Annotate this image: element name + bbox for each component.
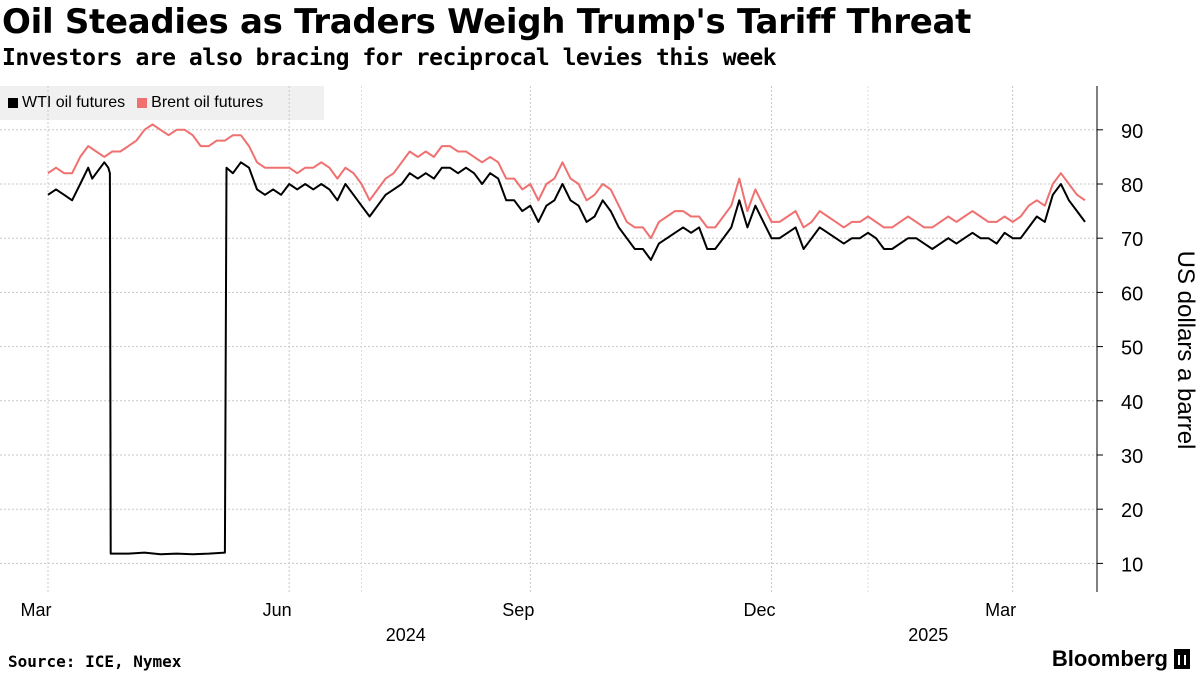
chart-title: Oil Steadies as Traders Weigh Trump's Ta… [2, 2, 972, 42]
y-axis-label: US dollars a barrel [1172, 251, 1199, 450]
legend-label-brent: Brent oil futures [151, 94, 264, 111]
y-tick-label: 70 [1121, 229, 1143, 251]
x-tick-label: Mar [985, 600, 1016, 620]
legend-item-brent: Brent oil futures [137, 94, 263, 112]
source-note: Source: ICE, Nymex [8, 652, 182, 671]
brand-name: Bloomberg [1051, 646, 1168, 671]
y-tick-label: 60 [1121, 283, 1143, 305]
y-tick-label: 90 [1121, 121, 1143, 143]
x-tick-label: Jun [263, 600, 292, 620]
y-tick-label: 20 [1121, 500, 1143, 522]
x-year-label: 2024 [386, 625, 426, 645]
axis-layer: 10 20 30 40 50 60 70 80 90 Mar Jun Sep Dec Mar 2024 202… [21, 86, 1143, 645]
series-line-wti [47, 161, 1086, 556]
x-tick-label: Dec [743, 600, 775, 620]
x-tick-label: Mar [21, 600, 52, 620]
bloomberg-icon [1174, 649, 1190, 669]
grid-layer [0, 86, 1097, 592]
series-layer [47, 123, 1086, 556]
y-tick-label: 10 [1121, 554, 1143, 576]
series-line-brent [47, 123, 1086, 240]
chart-subtitle: Investors are also bracing for reciproca… [2, 45, 777, 71]
legend-swatch-wti [8, 98, 18, 108]
x-year-label: 2025 [908, 625, 948, 645]
y-tick-label: 40 [1121, 392, 1143, 414]
y-tick-label: 30 [1121, 446, 1143, 468]
y-tick-label: 80 [1121, 175, 1143, 197]
y-tick-label: 50 [1121, 338, 1143, 360]
bloomberg-logo: Bloomberg [1052, 646, 1190, 672]
legend-swatch-brent [137, 98, 148, 108]
x-tick-label: Sep [502, 600, 534, 620]
